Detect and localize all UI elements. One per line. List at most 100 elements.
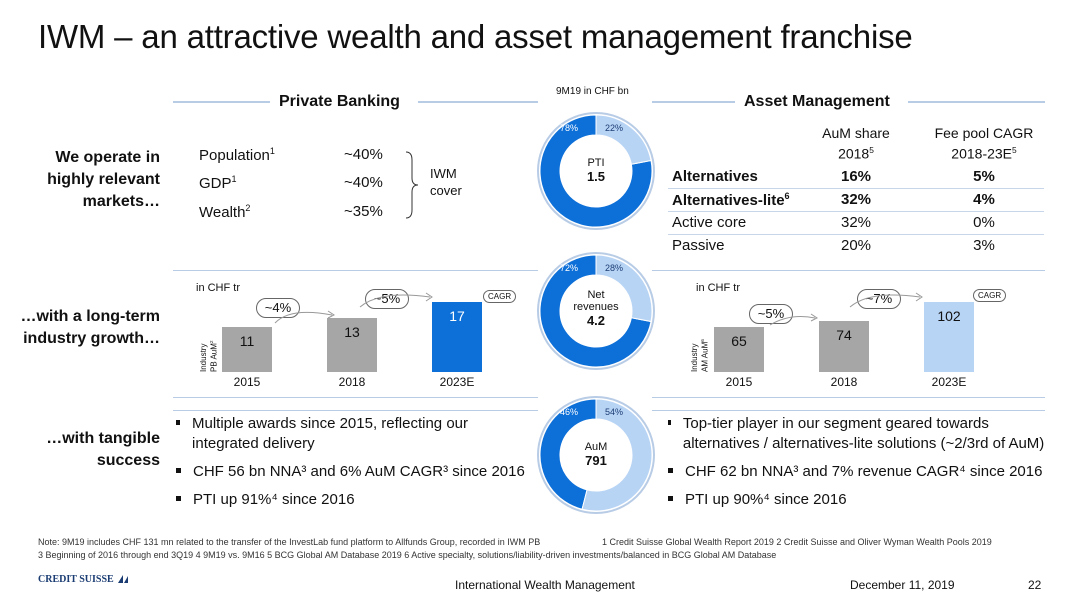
donut-metric: Net revenues: [573, 289, 619, 313]
bar-value-label: 65: [731, 333, 747, 350]
pb-bullet-1: Multiple awards since 2015, reflecting o…: [176, 414, 516, 454]
donut-hole: [560, 419, 632, 491]
bar-category-label: 2018: [830, 375, 858, 389]
donut-center-label: Net revenues 4.2: [556, 289, 636, 329]
bar-value-label: 17: [449, 308, 465, 324]
donut-total: 1.5: [586, 169, 606, 184]
am-bullet-1: Top-tier player in our segment geared to…: [668, 414, 1068, 454]
am-row-active-core: Active core: [672, 214, 747, 231]
am-growth-arrows: [769, 292, 923, 326]
donut-hole: [560, 135, 632, 207]
pb-row-gdp: GDP1: [199, 174, 237, 192]
am-cagr-alternatives-lite: 4%: [973, 191, 995, 208]
am-header-line-right: [908, 101, 1045, 103]
pb-chart-unit: in CHF tr: [196, 282, 240, 294]
footnote-sources: 1 Credit Suisse Global Wealth Report 201…: [602, 537, 992, 547]
pb-growth-bubble-1: ~4%: [256, 298, 300, 318]
pb-growth-bubble-2: ~5%: [365, 289, 409, 309]
bar-value-label: 102: [937, 308, 961, 324]
am-chart-unit: in CHF tr: [696, 282, 740, 294]
am-success-top-line: [652, 410, 1045, 411]
am-row-passive: Passive: [672, 237, 725, 254]
am-row-divider: [668, 211, 1044, 212]
am-col-share-header: AuM share 20185: [822, 125, 890, 162]
am-growth-top-line: [652, 270, 1045, 271]
bar-category-label: 2015: [233, 375, 261, 389]
am-cagr-tag: CAGR: [973, 289, 1007, 302]
footnote-line2: 3 Beginning of 2016 through end 3Q19 4 9…: [38, 550, 777, 560]
donut-slice-label: 22%: [605, 123, 624, 133]
footer-center: International Wealth Management: [455, 578, 635, 592]
page-title: IWM – an attractive wealth and asset man…: [38, 18, 913, 55]
bar-value-label: 74: [836, 327, 852, 344]
am-growth-bottom-line: [652, 397, 1045, 398]
pb-cagr-tag: CAGR: [483, 290, 517, 303]
donut-chart: [537, 252, 655, 370]
row-label-markets: We operate in highly relevant markets…: [47, 149, 160, 210]
donut-metric: PTI: [587, 157, 605, 169]
donut-hole: [560, 275, 632, 347]
pb-row-wealth: Wealth2: [199, 203, 251, 221]
am-share-passive: 20%: [840, 237, 872, 254]
donut-center-label: AuM 791: [556, 441, 636, 469]
am-header-line-left: [652, 101, 735, 103]
am-row-divider: [668, 234, 1044, 235]
iwm-cover-brace: [405, 151, 419, 219]
pb-growth-bottom-line: [173, 397, 538, 398]
donut-outline: [537, 112, 655, 230]
pb-value-population: ~40%: [344, 146, 383, 163]
row-label-growth: …with a long-term industry growth…: [20, 308, 160, 347]
footer-page-number: 22: [1028, 578, 1042, 592]
am-header: Asset Management: [744, 93, 890, 110]
bar-category-label: 2023E: [931, 375, 967, 389]
pb-chart-axis-label: Industry PB AuM2: [199, 340, 219, 372]
bar-category-label: 2015: [725, 375, 753, 389]
pb-value-gdp: ~40%: [344, 174, 383, 191]
pb-growth-top-line: [173, 270, 538, 271]
donut-slice-label: 28%: [605, 263, 624, 273]
sails-icon: [118, 575, 129, 583]
bar: [222, 326, 272, 372]
center-caption: 9M19 in CHF bn: [556, 86, 629, 97]
pb-growth-arrows: [274, 292, 433, 324]
am-cagr-passive: 3%: [973, 237, 995, 254]
footer-date: December 11, 2019: [850, 578, 955, 592]
donut-center-label: PTI 1.5: [556, 157, 636, 185]
am-row-alternatives-lite: Alternatives-lite6: [672, 191, 790, 209]
donut-outline: [537, 396, 655, 514]
row-label-success: …with tangible success: [46, 430, 160, 469]
bar-value-label: 13: [344, 324, 360, 341]
am-share-active-core: 32%: [840, 214, 872, 231]
am-bullet-2: CHF 62 bn NNA³ and 7% revenue CAGR⁴ sinc…: [668, 462, 1068, 482]
am-cagr-alternatives: 5%: [973, 168, 995, 185]
pb-header: Private Banking: [279, 93, 400, 110]
am-row-alternatives: Alternatives: [672, 168, 758, 185]
footnote-note: Note: 9M19 includes CHF 131 mn related t…: [38, 537, 541, 547]
donut-chart: [537, 396, 655, 514]
pb-bullet-2: CHF 56 bn NNA³ and 6% AuM CAGR³ since 20…: [176, 462, 556, 482]
am-share-alternatives-lite: 32%: [840, 191, 872, 208]
pb-success-top-line: [173, 410, 538, 411]
donut-slice-label: 54%: [605, 407, 624, 417]
bar: [327, 318, 377, 372]
pb-bullet-3: PTI up 91%⁴ since 2016: [176, 490, 516, 510]
bar-category-label: 2018: [338, 375, 366, 389]
donut-slice-label: 78%: [560, 123, 579, 133]
pb-value-wealth: ~35%: [344, 203, 383, 220]
donut-slice-label: 46%: [560, 407, 579, 417]
bar: [819, 321, 869, 372]
donut-total: 4.2: [586, 313, 606, 328]
credit-suisse-logo: CREDIT SUISSE: [38, 574, 130, 585]
am-chart-axis-label: Industry AM AuM6: [690, 339, 710, 372]
am-share-alternatives: 16%: [840, 168, 872, 185]
bar: [924, 302, 974, 372]
am-col-cagr-header: Fee pool CAGR 2018-23E5: [934, 125, 1034, 162]
donut-slice-label: 72%: [560, 263, 579, 273]
iwm-cover-label: IWM cover: [430, 166, 462, 198]
am-cagr-active-core: 0%: [973, 214, 995, 231]
am-row-divider: [668, 188, 1044, 189]
pb-header-line-left: [173, 101, 270, 103]
pb-row-population: Population1: [199, 146, 275, 164]
bar: [432, 302, 482, 372]
am-bullet-3: PTI up 90%⁴ since 2016: [668, 490, 1048, 510]
